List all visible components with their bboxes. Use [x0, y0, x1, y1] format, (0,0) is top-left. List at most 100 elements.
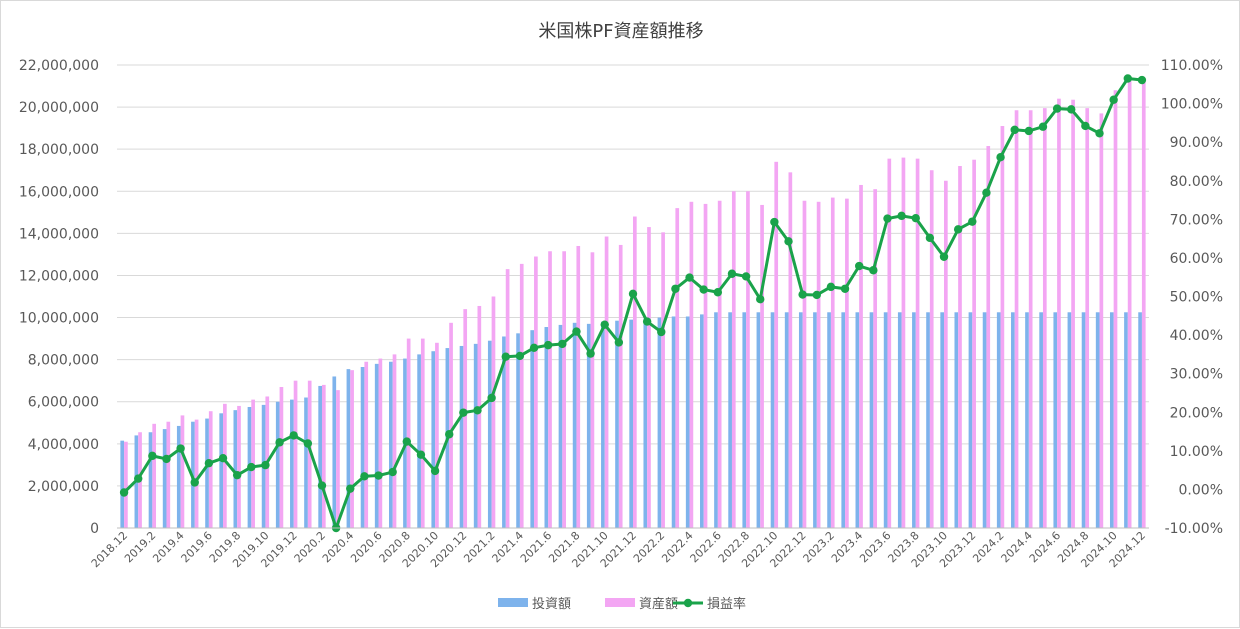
bar-investment — [1124, 312, 1128, 528]
bar-assets — [1042, 108, 1047, 528]
bar-assets — [760, 204, 764, 528]
bar-investment — [954, 312, 959, 528]
line-point — [247, 462, 256, 472]
bar-assets — [321, 384, 326, 528]
y-right-tick-label: 30.00% — [1170, 367, 1223, 383]
bar-assets — [816, 201, 821, 529]
bar-investment — [685, 316, 690, 528]
y-left-tick-label: 22,000,000 — [19, 58, 99, 74]
line-point — [968, 217, 977, 226]
y-axis-left: 0 2,000,000 4,000,000 6,000,000 8,000,000 10,… — [19, 58, 99, 537]
line-point — [487, 393, 496, 403]
bar-investment — [219, 413, 224, 528]
line-point — [374, 471, 383, 480]
bar-assets — [1141, 81, 1146, 528]
line-point — [1010, 125, 1019, 135]
y-left-tick-label: 4,000,000 — [28, 437, 99, 453]
y-right-tick-label: 0.00% — [1179, 482, 1223, 498]
bar-assets — [166, 421, 171, 528]
bar-investment — [728, 312, 732, 528]
line-point — [558, 339, 567, 349]
line-point — [261, 460, 270, 470]
bar-investment — [417, 354, 421, 529]
bar-investment — [912, 312, 916, 528]
line-point — [982, 188, 991, 197]
line-point — [614, 338, 624, 347]
bar-assets — [746, 191, 750, 528]
line-point — [529, 343, 539, 353]
bar-assets — [237, 405, 241, 528]
bar-investment — [1067, 312, 1072, 528]
line-point — [275, 438, 284, 447]
y-right-tick-label: 60.00% — [1170, 251, 1223, 267]
bar-investment — [544, 327, 549, 528]
bar-investment — [1109, 312, 1114, 528]
bar-investment — [1053, 312, 1058, 528]
bar-investment — [431, 351, 436, 528]
bar-assets — [788, 172, 793, 528]
bar-investment — [1025, 312, 1029, 528]
y-left-tick-label: 0 — [90, 521, 99, 537]
bar-assets — [449, 322, 453, 528]
bar-investment — [1138, 312, 1142, 528]
y-left-tick-label: 12,000,000 — [19, 268, 99, 284]
bar-investment — [502, 336, 506, 528]
bar-investment — [148, 432, 153, 528]
bar-investment — [176, 425, 181, 528]
bar-assets — [364, 361, 369, 528]
bar-investment — [389, 361, 393, 528]
bar-assets — [958, 166, 962, 528]
line-point — [317, 481, 327, 490]
line-point — [473, 406, 482, 415]
bar-investment — [841, 312, 846, 528]
bar-assets — [703, 203, 708, 528]
bar-assets — [534, 256, 538, 528]
bar-investment — [714, 312, 718, 528]
bar-investment — [883, 312, 888, 528]
bar-investment — [586, 323, 591, 528]
line-point — [628, 289, 638, 298]
bar-investment — [756, 312, 761, 528]
bar-assets — [180, 415, 185, 528]
bar-assets — [717, 200, 722, 529]
bar-assets — [562, 251, 566, 528]
bar-assets — [675, 208, 680, 529]
bar-assets — [1071, 99, 1075, 528]
bar-assets — [576, 245, 581, 529]
bar-investment — [657, 317, 662, 528]
line-point — [232, 470, 242, 480]
bar-assets — [279, 387, 284, 528]
chart-title: 米国株PF資産額推移 — [538, 21, 703, 42]
line-point — [388, 467, 397, 477]
bar-investment — [671, 316, 676, 528]
bar-investment — [572, 322, 577, 528]
legend-marker — [683, 598, 693, 608]
bar-investment — [615, 320, 619, 528]
y-right-tick-label: 100.00% — [1161, 97, 1223, 113]
bar-assets — [873, 189, 878, 529]
y-right-tick-label: -10.00% — [1165, 521, 1223, 537]
line-point — [939, 252, 949, 261]
bar-investment — [770, 312, 775, 528]
bar-investment — [813, 312, 817, 528]
bar-investment — [374, 363, 379, 528]
line-point — [204, 458, 214, 468]
line-point — [445, 430, 454, 439]
bar-assets — [463, 309, 468, 528]
bar-investment — [742, 312, 747, 528]
bar-investment — [530, 330, 535, 528]
bar-assets — [661, 232, 665, 528]
y-left-tick-label: 16,000,000 — [19, 184, 99, 200]
line-point — [657, 327, 666, 337]
line-point — [402, 437, 412, 446]
line-point — [812, 290, 821, 300]
line-point — [883, 214, 892, 223]
line-point — [1109, 95, 1118, 104]
x-axis: 2018.122019.22019.42019.62019.82019.1020… — [89, 527, 1149, 570]
legend: 投資額 資産額 損益率 — [498, 596, 746, 612]
line-point — [756, 295, 765, 304]
bar-investment — [897, 312, 902, 528]
line-point — [1095, 129, 1104, 138]
bar-assets — [519, 263, 524, 528]
